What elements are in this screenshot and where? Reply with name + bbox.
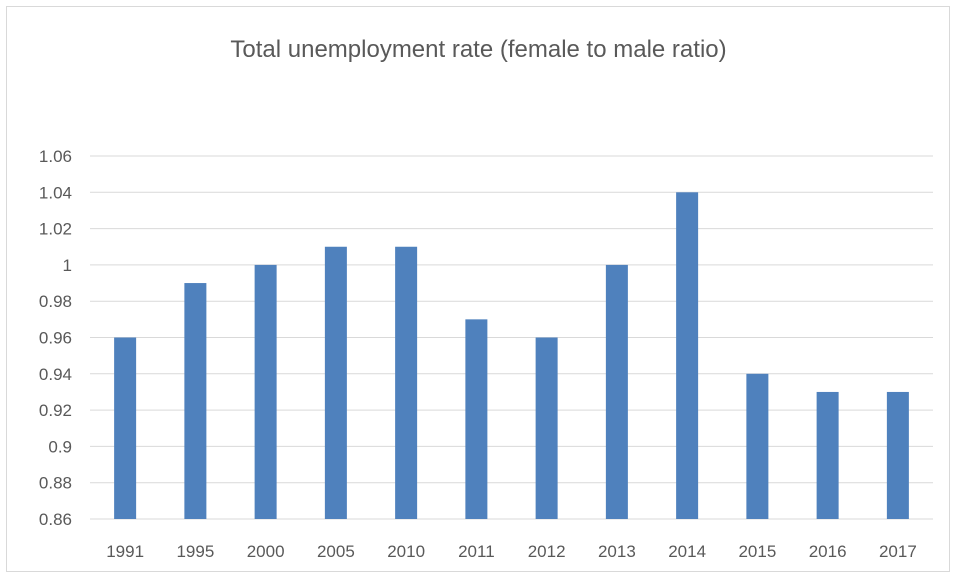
bar-2000: [254, 264, 277, 519]
bar-2012: [535, 337, 558, 519]
bar-2010: [395, 246, 418, 519]
y-tick-label: 1: [63, 256, 72, 275]
y-tick-label: 0.98: [39, 292, 72, 311]
y-tick-label: 0.9: [48, 437, 72, 456]
bar-2011: [465, 319, 488, 519]
bar-2016: [816, 391, 839, 519]
y-tick-label: 0.86: [39, 510, 72, 529]
x-tick-label: 2016: [809, 542, 847, 561]
x-tick-label: 2013: [598, 542, 636, 561]
x-tick-label: 1991: [106, 542, 144, 561]
x-tick-label: 2014: [668, 542, 706, 561]
y-tick-label: 0.92: [39, 401, 72, 420]
chart-title: Total unemployment rate (female to male …: [230, 36, 727, 63]
bar-2015: [746, 373, 769, 519]
bar-2013: [605, 264, 628, 519]
x-tick-label: 2000: [247, 542, 285, 561]
y-tick-label: 1.06: [39, 147, 72, 166]
y-axis-labels: 0.86 0.88 0.9 0.92 0.94 0.96 0.98 1 1.02 1.04 1.06: [39, 147, 72, 529]
y-tick-label: 0.94: [39, 365, 72, 384]
bars: [114, 192, 909, 520]
bar-2005: [324, 246, 347, 519]
x-tick-label: 2005: [317, 542, 355, 561]
bar-1991: [114, 337, 137, 519]
x-tick-label: 2011: [458, 542, 495, 561]
x-tick-label: 2010: [387, 542, 425, 561]
x-tick-label: 2015: [738, 542, 776, 561]
y-tick-label: 0.88: [39, 474, 72, 493]
bar-1995: [184, 283, 207, 519]
x-tick-label: 1995: [176, 542, 214, 561]
y-tick-label: 1.02: [39, 220, 72, 239]
gridlines: [90, 155, 933, 520]
bar-2017: [886, 391, 909, 519]
x-tick-label: 2017: [879, 542, 917, 561]
x-axis-labels: 1991 1995 2000 2005 2010 2011 2012 2013 2014 2015…: [106, 542, 917, 561]
y-tick-label: 1.04: [39, 183, 72, 202]
x-tick-label: 2012: [528, 542, 566, 561]
bar-2014: [676, 192, 699, 520]
y-tick-label: 0.96: [39, 329, 72, 348]
